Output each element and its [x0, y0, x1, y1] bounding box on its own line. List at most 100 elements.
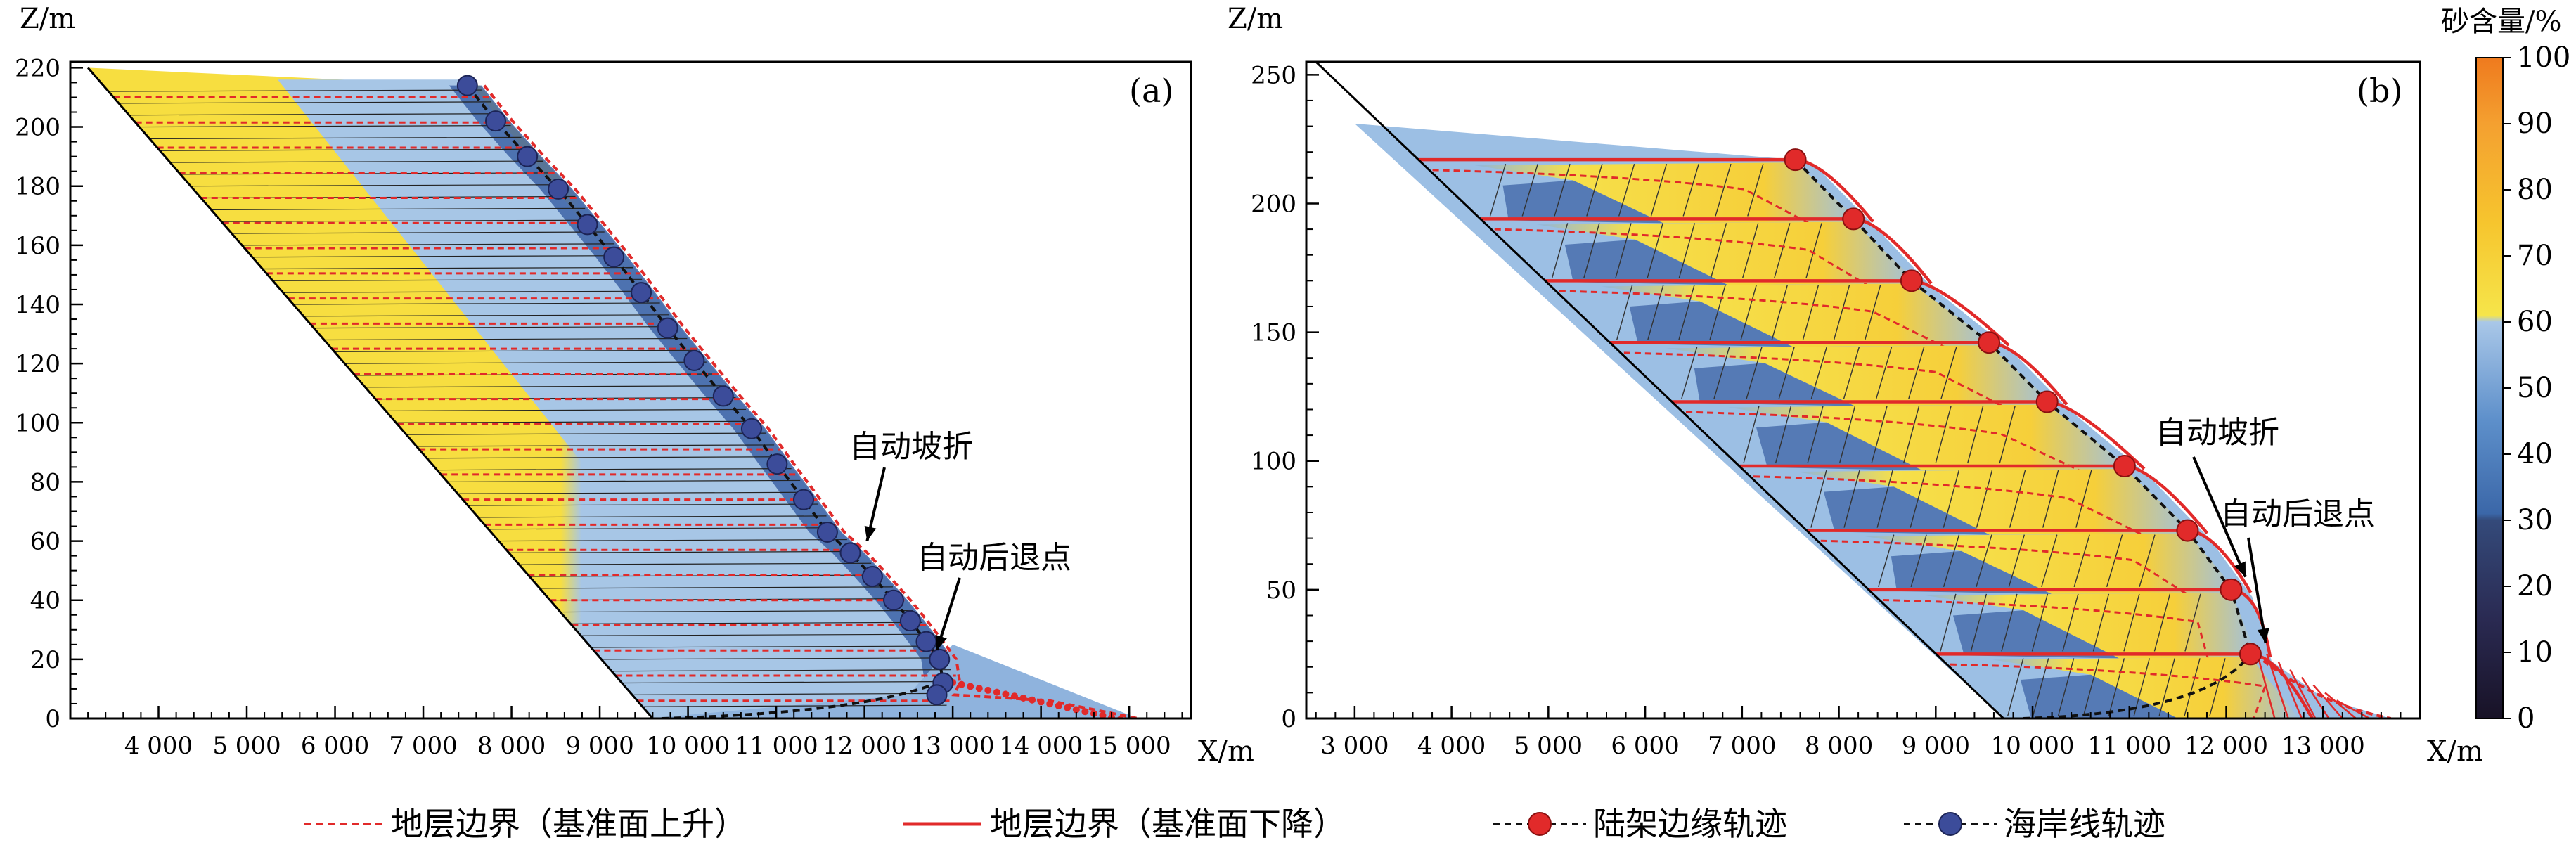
clinoform-line [2082, 658, 2100, 716]
toe-marker [1029, 696, 1036, 704]
y-tick-label: 250 [1251, 61, 1296, 89]
toe-line [2312, 684, 2343, 718]
mud-fringe [1823, 486, 1990, 535]
plot-frame-a [69, 60, 1192, 720]
shoreline-marker [899, 610, 921, 632]
clinoform-line [1805, 223, 1822, 278]
layer-line [488, 527, 835, 530]
clinoform-line [1489, 163, 1507, 217]
layer-line [385, 408, 747, 412]
shelf-edge-marker [2220, 578, 2243, 601]
x-tick-label: 14 000 [999, 732, 1083, 760]
panel-label-b: (b) [2357, 72, 2402, 110]
layer-line [591, 645, 941, 648]
arrowhead-icon [935, 634, 947, 650]
legend-blue-marker-icon [1938, 812, 1962, 836]
x-tick-label: 11 000 [735, 732, 818, 760]
layer-line [211, 207, 586, 210]
shoreline-marker [517, 146, 539, 167]
colorbar-tick-label: 80 [2517, 174, 2553, 206]
clinoform-line [1554, 163, 1571, 217]
y-tick-label: 20 [30, 646, 60, 674]
boundary-rising [1559, 290, 1947, 349]
layer-line [581, 633, 932, 636]
clinoform-line [2042, 470, 2059, 528]
legend-label-shoreline: 海岸线轨迹 [2004, 805, 2165, 843]
plot-frame-b [1305, 60, 2421, 720]
x-tick-label: 5 000 [1514, 732, 1583, 760]
boundary-rising [1494, 228, 1870, 288]
sand-package [1666, 345, 2054, 406]
boundary-rising [1882, 599, 2210, 660]
x-tick-label: 9 000 [1902, 732, 1970, 760]
sand-package [1795, 469, 2195, 535]
annotation-retreat-point-a: 自动后退点 [917, 540, 1071, 576]
y-tick-label: 40 [30, 587, 60, 615]
layer-line [221, 219, 595, 222]
annotation-slope-break-a: 自动坡折 [849, 429, 973, 465]
x-axis-label-b: X/m [2427, 735, 2483, 768]
arrowhead-icon [2234, 561, 2246, 577]
shoreline-marker [456, 75, 478, 96]
mud-fringe [1756, 422, 1922, 471]
shoreline-marker [839, 542, 861, 564]
layer-line [324, 337, 688, 341]
layer-line [139, 124, 511, 128]
clinoform-line [1908, 347, 1925, 399]
layer-line [427, 456, 783, 459]
clinoform-line [2007, 658, 2024, 716]
clinoform-line [1583, 223, 1600, 278]
mud-fringe [1564, 239, 1728, 285]
legend-label-rising: 地层边界（基准面上升） [391, 805, 747, 843]
mud-fringe [1952, 610, 2119, 659]
layer-line [468, 503, 818, 506]
toe-marker [1099, 711, 1107, 718]
layer-line [108, 89, 482, 92]
clinoform-line [1876, 470, 1893, 528]
clinoform-line [1976, 534, 1992, 588]
x-tick-label: 10 000 [1991, 732, 2075, 760]
toe-marker [967, 683, 974, 690]
toe-marker [1019, 694, 1027, 702]
panel-b: 3 000 4 000 5 000 6 000 7 000 8 000 9 000 10 00… [1228, 3, 2483, 768]
colorbar-tick-label: 40 [2517, 438, 2553, 470]
toe-marker [1081, 708, 1089, 716]
layer-line [118, 101, 491, 104]
layer-line [406, 432, 766, 435]
layer-line [231, 231, 605, 234]
shelf-edge-marker [1842, 207, 1865, 231]
layer-line [262, 266, 633, 270]
layer-line [180, 172, 555, 175]
clinoform-line [1747, 163, 1764, 217]
mud-fringe [1891, 550, 2052, 594]
clinoform-line [2062, 593, 2079, 652]
shelf-edge-marker [1784, 148, 1807, 172]
shoreline-marker [883, 589, 905, 611]
mud-fringe [2020, 674, 2178, 718]
layer-line [622, 680, 953, 684]
clinoform-line [1586, 163, 1603, 217]
clinoform-line [1910, 534, 1927, 588]
clinoform-line [2184, 593, 2201, 652]
shoreline-marker [766, 453, 788, 475]
clinoform-line [1878, 534, 1895, 588]
legend-item-shelf-edge: 陆架边缘轨迹 [1493, 805, 1787, 843]
clinoform-line [1709, 285, 1726, 340]
layer-line [457, 491, 809, 494]
layer-line [611, 669, 951, 672]
clinoform-line [1647, 223, 1663, 278]
clinoform-line [1742, 223, 1759, 278]
colorbar-tick-label: 100 [2517, 41, 2570, 74]
clinoform-line [1871, 406, 1888, 464]
colorbar-tick-label: 70 [2517, 240, 2553, 272]
layer-line [539, 586, 893, 589]
colorbar-scale [2475, 57, 2504, 719]
layer-line [200, 195, 576, 199]
shoreline-marker [915, 631, 937, 652]
y-tick-label: 60 [30, 528, 60, 556]
clinoform-line [1521, 163, 1538, 217]
layer-line [632, 692, 947, 695]
basement-line-b [1315, 62, 2004, 718]
x-tick-label: 12 000 [823, 732, 906, 760]
clinoform-line [2139, 534, 2156, 588]
